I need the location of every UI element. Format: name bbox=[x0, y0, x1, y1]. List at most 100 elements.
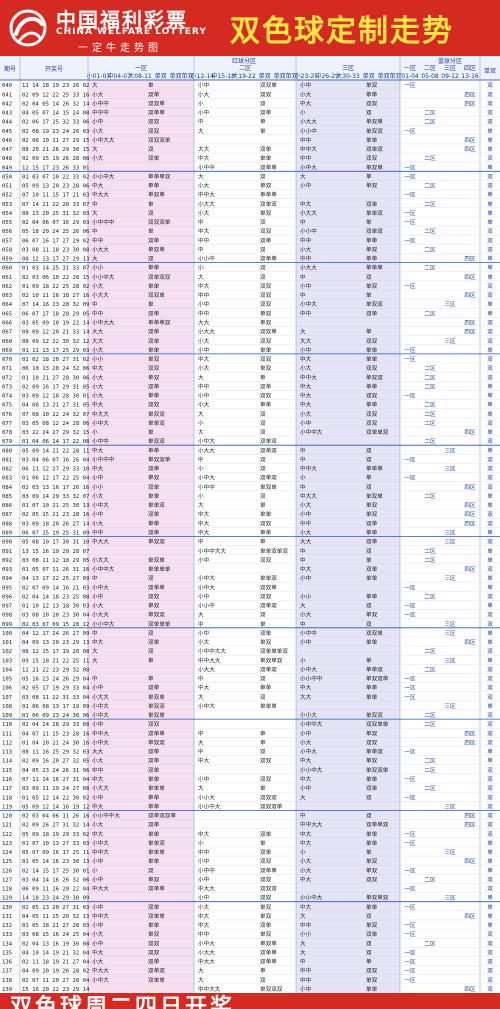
zone2-size: 小 bbox=[198, 839, 204, 847]
draw-numbers: 01 10 21 27 28 30 06 bbox=[22, 375, 89, 381]
blue-zone-subheader: 09-12 bbox=[441, 73, 459, 80]
blue-zone: 二区 bbox=[424, 438, 436, 445]
zone3-size: 大 bbox=[300, 912, 306, 920]
issue-number: 097 bbox=[2, 604, 12, 610]
blue-zone: 一区 bbox=[404, 794, 416, 801]
draw-numbers: 08 13 20 25 31 32 03 bbox=[22, 211, 89, 217]
zone1-parity: 双单 bbox=[148, 528, 160, 536]
zone1-size: 小中 bbox=[92, 118, 104, 126]
issue-number: 063 bbox=[2, 293, 12, 299]
zone2-parity: 单双单双 bbox=[260, 656, 283, 664]
zone2-size: 小中中 bbox=[198, 163, 215, 171]
zone3-size: 小大 bbox=[300, 528, 312, 536]
red-zone-header: 二区 bbox=[239, 65, 251, 72]
zone2-parity: 单单单 bbox=[260, 702, 277, 710]
zone1-parity: 双单 bbox=[148, 90, 160, 98]
blue-zone: 三区 bbox=[444, 630, 456, 637]
zone1-size: 小大 bbox=[92, 127, 104, 135]
red-zone-group-header: 红球分区 bbox=[232, 57, 256, 65]
issue-number: 053 bbox=[2, 202, 12, 208]
issue-column-header: 期号 bbox=[4, 65, 16, 73]
issue-number: 070 bbox=[2, 357, 12, 363]
zone1-size: 中大大 bbox=[92, 885, 109, 893]
issue-number: 084 bbox=[2, 485, 13, 491]
blue-parity: 单 bbox=[487, 255, 493, 263]
zone1-parity: 单双单 bbox=[148, 556, 165, 564]
draw-numbers: 12 15 17 23 26 33 01 bbox=[22, 165, 89, 171]
zone2-parity: 双单 bbox=[260, 830, 272, 838]
blue-parity: 双 bbox=[487, 785, 493, 792]
blue-parity: 双 bbox=[487, 100, 493, 107]
zone2-parity: 双单单 bbox=[260, 866, 277, 874]
zone3-parity: 双 bbox=[366, 940, 372, 947]
draw-numbers: 11 14 18 19 23 26 02 bbox=[22, 83, 89, 89]
zone1-parity: 双单 bbox=[148, 748, 160, 756]
draw-numbers: 05 09 14 21 22 28 11 bbox=[22, 448, 89, 454]
zone2-size: 小中 bbox=[198, 81, 210, 89]
zone2-size: 中大 bbox=[198, 355, 210, 363]
header-banner: 中国福利彩票 CHINA WELFARE LOTTERY 一定牛走势图 双色球定… bbox=[0, 0, 500, 56]
blue-parity: 双 bbox=[487, 173, 493, 180]
red-zone-subheader: 单双 bbox=[259, 72, 271, 80]
zone2-size: 小 bbox=[198, 99, 204, 107]
zone1-size: 小大 bbox=[92, 492, 104, 500]
zone3-parity: 双 bbox=[366, 813, 372, 820]
red-zone-subheader: 中04-07 bbox=[107, 72, 131, 80]
draw-numbers: 01 09 18 22 25 28 02 bbox=[22, 284, 89, 290]
zone2-size: 小大 bbox=[198, 364, 210, 372]
draw-numbers: 01 03 07 10 22 33 02 bbox=[22, 174, 89, 180]
zone1-parity: 单双单 bbox=[148, 191, 165, 199]
zone2-parity: 单 bbox=[260, 501, 266, 509]
zone1-parity: 单单 bbox=[148, 346, 160, 354]
zone3-size: 小大 bbox=[300, 611, 312, 619]
draw-numbers: 02 07 09 14 16 21 03 bbox=[22, 585, 89, 591]
zone3-parity: 单双 bbox=[366, 757, 378, 765]
zone1-size: 小中 bbox=[92, 684, 104, 692]
blue-zone: 二区 bbox=[424, 383, 436, 390]
zone3-parity: 单双双 bbox=[366, 127, 383, 135]
blue-parity: 双 bbox=[487, 776, 493, 783]
issue-number: 135 bbox=[2, 950, 12, 956]
zone2-size: 大 bbox=[198, 738, 204, 746]
zone1-parity: 双单 bbox=[148, 154, 160, 162]
draw-numbers: 04 12 17 24 26 27 09 bbox=[22, 631, 89, 637]
blue-zone-subheader: 13-16 bbox=[461, 73, 479, 80]
draw-numbers: 02 11 18 19 21 27 04 bbox=[22, 960, 90, 966]
blue-zone: 四区 bbox=[464, 292, 476, 299]
zone1-parity: 单双双 bbox=[148, 611, 165, 619]
zone3-size: 小大 bbox=[300, 738, 312, 746]
zone1-parity: 单单单 bbox=[148, 784, 165, 792]
draw-numbers: 06 09 11 16 20 22 04 bbox=[22, 887, 90, 893]
zone2-size: 小大 bbox=[198, 209, 210, 217]
zone1-parity: 双双 bbox=[148, 365, 160, 372]
draw-numbers: 02 07 11 20 27 28 04 bbox=[22, 978, 90, 984]
zone3-parity: 单双 bbox=[366, 510, 378, 518]
zone2-size: 小中 bbox=[198, 109, 210, 117]
zone2-parity: 双单双 bbox=[260, 437, 277, 445]
zone3-size: 小中 bbox=[300, 419, 312, 427]
blue-parity: 单 bbox=[487, 446, 493, 454]
zone2-parity: 单双单 bbox=[260, 939, 277, 947]
zone2-size: 小中 bbox=[198, 857, 210, 865]
issue-number: 100 bbox=[2, 631, 12, 637]
issue-number: 121 bbox=[2, 823, 12, 829]
zone3-size: 中中 bbox=[300, 236, 312, 244]
zone2-parity: 双 bbox=[260, 219, 266, 226]
zone1-parity: 双单 bbox=[148, 483, 160, 491]
blue-zone: 二区 bbox=[424, 721, 436, 728]
zone1-size: 小中 bbox=[92, 875, 104, 883]
blue-parity: 双 bbox=[487, 730, 493, 737]
blue-parity: 双 bbox=[487, 721, 493, 728]
blue-zone: 二区 bbox=[424, 758, 436, 765]
blue-parity: 双 bbox=[487, 420, 493, 427]
zone3-size: 中 bbox=[300, 556, 306, 564]
zone3-size: 中中 bbox=[300, 136, 312, 144]
draw-numbers: 01 07 10 13 27 33 03 bbox=[22, 841, 89, 847]
zone1-size: 中中 bbox=[92, 528, 104, 536]
blue-zone: 一区 bbox=[404, 931, 416, 938]
blue-parity: 单 bbox=[487, 866, 493, 874]
draw-numbers: 08 09 12 22 30 32 12 bbox=[22, 339, 89, 345]
zone1-size: 中中大 bbox=[92, 729, 109, 737]
issue-number: 066 bbox=[2, 321, 12, 327]
zone2-parity: 双单 bbox=[260, 629, 272, 637]
